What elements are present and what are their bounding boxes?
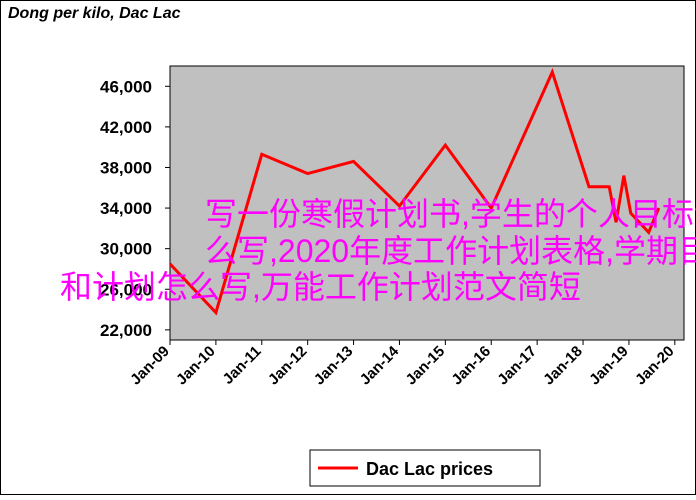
y-tick-label: 42,000	[100, 118, 152, 137]
legend-label: Dac Lac prices	[366, 459, 493, 479]
y-tick-label: 26,000	[100, 280, 152, 299]
y-tick-label: 30,000	[100, 240, 152, 259]
plot-area	[169, 65, 685, 341]
overlay-text: 和计划怎么写,万能工作计划范文简短	[60, 269, 581, 305]
y-tick-label: 46,000	[100, 77, 152, 96]
y-tick-label: 34,000	[100, 199, 152, 218]
chart-title: Dong per kilo, Dac Lac	[8, 5, 181, 22]
y-tick-label: 38,000	[100, 158, 152, 177]
overlay-text: 么写,2020年度工作计划表格,学期目标	[205, 233, 696, 269]
y-tick-label: 22,000	[100, 321, 152, 340]
overlay-text: 写一份寒假计划书,学生的个人目标计划书怎	[205, 196, 696, 232]
line	[168, 67, 661, 316]
